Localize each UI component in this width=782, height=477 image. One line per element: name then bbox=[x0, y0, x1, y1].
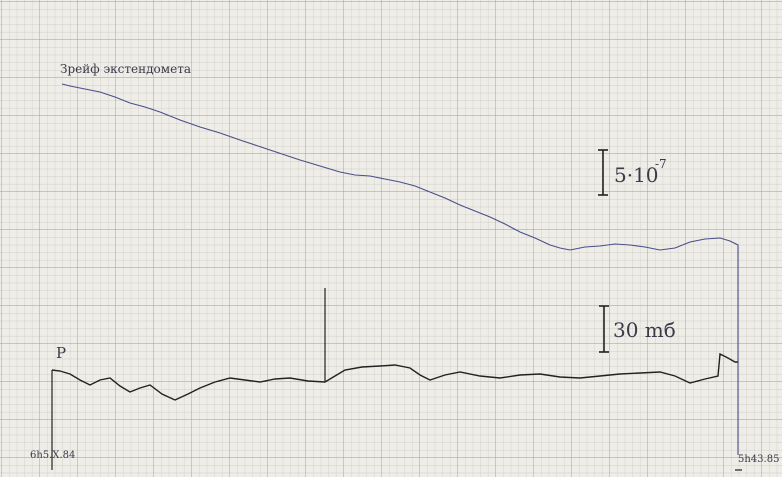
pressure-scale: 30 mб bbox=[613, 318, 676, 342]
start-time: 6h5.X.84 bbox=[30, 450, 75, 461]
marker-p: P bbox=[56, 344, 66, 362]
strain-scale: 5·10 bbox=[614, 163, 659, 187]
strain-scale-exp: -7 bbox=[655, 157, 667, 171]
end-time: 5h43.85 bbox=[738, 454, 779, 465]
chart-recording: Зрейф экстендомета 5·10 -7 30 mб P 6h5.X… bbox=[0, 0, 782, 477]
trace-label: Зрейф экстендомета bbox=[60, 62, 191, 76]
